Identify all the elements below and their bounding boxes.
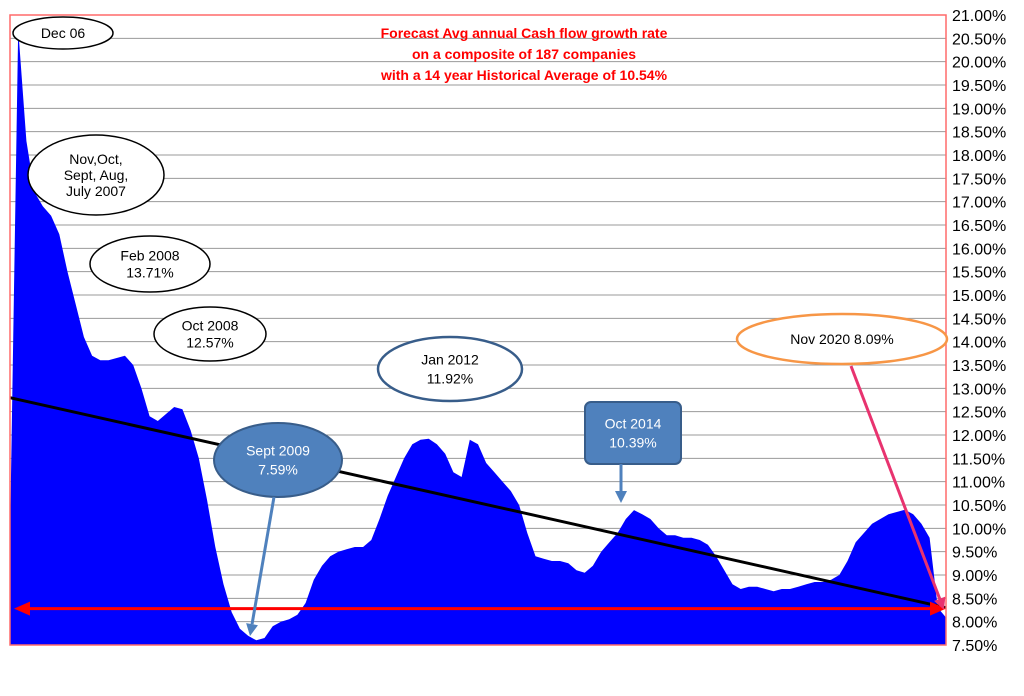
pointer-oct-2014-head bbox=[615, 491, 627, 503]
annotation-bubble bbox=[376, 335, 524, 403]
y-tick-label: 12.50% bbox=[952, 405, 1006, 422]
y-tick-label: 11.00% bbox=[952, 475, 1005, 492]
y-tick-label: 18.50% bbox=[952, 125, 1006, 142]
annotation-nov2007: Nov,Oct,Sept, Aug,July 2007 bbox=[27, 134, 165, 216]
annotation-text: Sept, Aug, bbox=[64, 167, 129, 183]
annotation-text: 7.59% bbox=[258, 462, 298, 478]
pointer-sept-2009 bbox=[250, 496, 276, 625]
annotation-sep2009: Sept 2009 7.59% bbox=[213, 422, 343, 498]
annotation-text: Nov 2020 8.09% bbox=[790, 331, 894, 347]
y-tick-label: 20.50% bbox=[952, 31, 1006, 48]
annotation-dec06: Dec 06 bbox=[12, 16, 114, 50]
y-tick-label: 9.00% bbox=[952, 568, 997, 585]
annotation-text: 10.39% bbox=[609, 435, 656, 451]
y-tick-label: 8.50% bbox=[952, 591, 997, 608]
chart-title-line: Forecast Avg annual Cash flow growth rat… bbox=[381, 25, 668, 41]
annotation-bubble bbox=[213, 422, 343, 498]
annotation-text: Dec 06 bbox=[41, 25, 86, 41]
y-tick-label: 10.50% bbox=[952, 498, 1006, 515]
y-tick-label: 17.00% bbox=[952, 195, 1006, 212]
y-tick-label: 12.00% bbox=[952, 428, 1006, 445]
average-arrow-left bbox=[14, 601, 30, 616]
y-tick-label: 8.00% bbox=[952, 615, 997, 632]
annotations: Dec 06 Nov,Oct,Sept, Aug,July 2007 Feb 200… bbox=[12, 16, 949, 498]
annotation-text: Jan 2012 bbox=[421, 352, 479, 368]
annotation-text: Nov,Oct, bbox=[69, 151, 122, 167]
annotation-bubble bbox=[89, 235, 211, 293]
trend-line bbox=[9, 396, 947, 610]
annotation-nov2020: Nov 2020 8.09% bbox=[735, 312, 949, 366]
pointer-sept-2009-head bbox=[246, 623, 258, 636]
annotation-bubble bbox=[153, 306, 267, 362]
y-tick-label: 11.50% bbox=[952, 451, 1005, 468]
y-tick-label: 19.50% bbox=[952, 78, 1006, 95]
annotation-text: Feb 2008 bbox=[120, 248, 179, 264]
annotation-jan2012: Jan 2012 11.92% bbox=[376, 335, 524, 403]
y-tick-label: 16.50% bbox=[952, 218, 1006, 235]
y-tick-label: 21.00% bbox=[952, 8, 1006, 25]
annotation-text: 11.92% bbox=[427, 371, 473, 387]
y-tick-label: 19.00% bbox=[952, 101, 1006, 118]
chart-title-line: on a composite of 187 companies bbox=[412, 46, 636, 62]
annotation-text: Oct 2014 bbox=[605, 416, 662, 432]
growth-rate-area bbox=[10, 29, 946, 645]
chart-title: Forecast Avg annual Cash flow growth rat… bbox=[380, 25, 668, 83]
y-tick-label: 13.00% bbox=[952, 381, 1006, 398]
annotation-pointers bbox=[246, 365, 946, 636]
y-tick-label: 18.00% bbox=[952, 148, 1006, 165]
annotation-text: Oct 2008 bbox=[182, 318, 239, 334]
y-tick-label: 20.00% bbox=[952, 55, 1006, 72]
y-tick-label: 7.50% bbox=[952, 638, 997, 655]
annotation-text: July 2007 bbox=[66, 183, 126, 199]
y-tick-label: 14.50% bbox=[952, 311, 1006, 328]
average-arrow-right bbox=[930, 601, 946, 616]
y-tick-label: 13.50% bbox=[952, 358, 1006, 375]
annotation-box bbox=[584, 401, 682, 465]
plot-border bbox=[9, 14, 947, 646]
chart-title-line: with a 14 year Historical Average of 10.… bbox=[380, 67, 668, 83]
y-tick-label: 17.50% bbox=[952, 171, 1006, 188]
y-axis-tick-labels: 21.00% 20.50% 20.00% 19.50% 19.00% 18.50% 18.0… bbox=[952, 8, 1006, 655]
pointer-nov-2020 bbox=[849, 365, 942, 600]
y-tick-label: 14.00% bbox=[952, 335, 1006, 352]
annotation-bubble bbox=[27, 134, 165, 216]
y-tick-label: 15.00% bbox=[952, 288, 1006, 305]
annotation-oct2014: Oct 2014 10.39% bbox=[584, 401, 682, 465]
annotation-text: Sept 2009 bbox=[246, 443, 310, 459]
y-tick-label: 15.50% bbox=[952, 265, 1006, 282]
historical-average-arrow bbox=[14, 601, 946, 616]
annotation-bubble bbox=[735, 312, 949, 366]
annotation-text: 12.57% bbox=[186, 335, 233, 351]
y-tick-label: 9.50% bbox=[952, 545, 997, 562]
annotation-text: 13.71% bbox=[126, 265, 173, 281]
pointer-nov-2020-head bbox=[934, 596, 946, 610]
y-tick-label: 10.00% bbox=[952, 521, 1006, 538]
y-tick-label: 16.00% bbox=[952, 241, 1006, 258]
annotation-bubble bbox=[12, 16, 114, 50]
